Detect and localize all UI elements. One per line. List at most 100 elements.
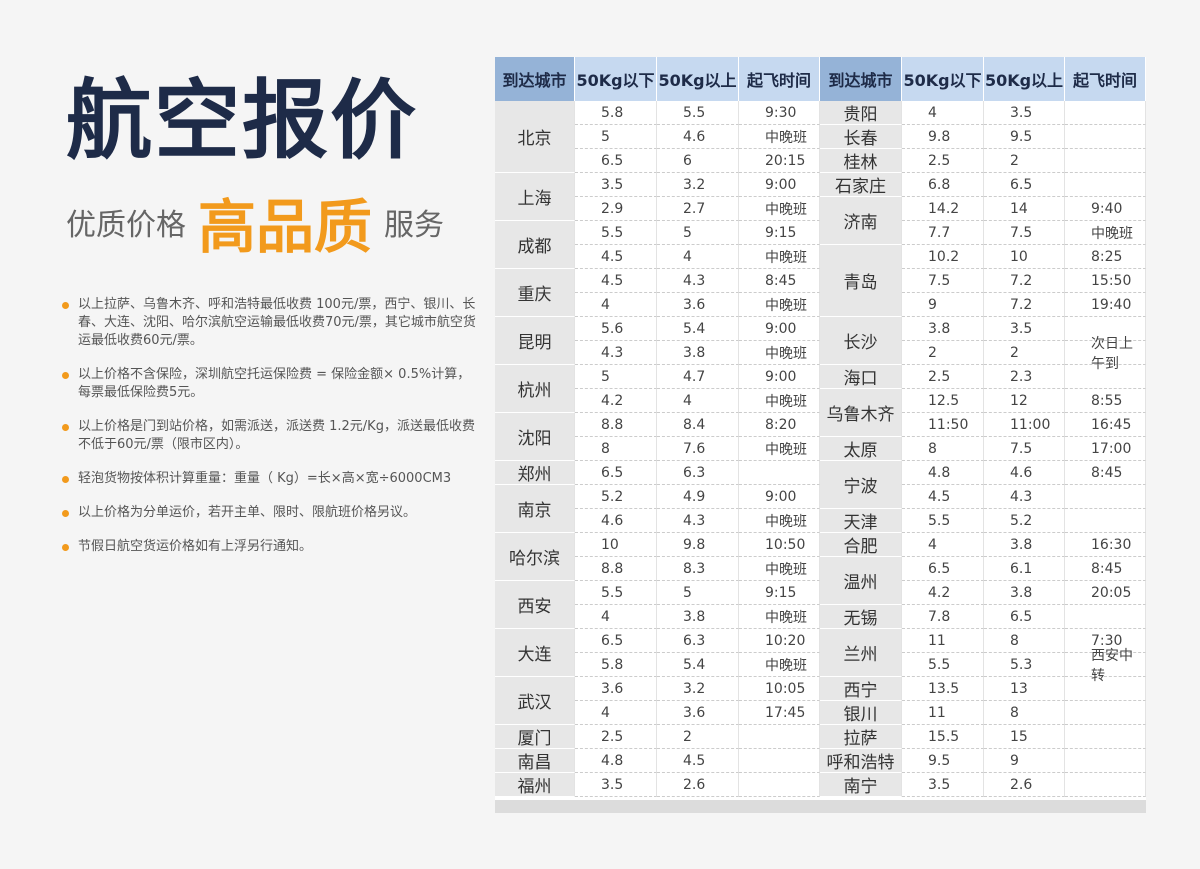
price-cell: 7.5 [984, 221, 1065, 245]
price-cell: 6.3 [657, 461, 739, 485]
price-cell: 9.5 [984, 125, 1065, 149]
price-cell: 2.9 [575, 197, 657, 221]
price-cell: 5.2 [984, 509, 1065, 533]
price-cell: 9:00 [739, 365, 820, 389]
price-cell: 4.5 [575, 245, 657, 269]
price-cell: 8:25 [1065, 245, 1146, 269]
price-cell: 5 [657, 221, 739, 245]
price-cell: 12.5 [902, 389, 984, 413]
city: 沈阳 [495, 413, 575, 461]
price-cell: 4.8 [575, 749, 657, 773]
price-cell: 10.2 [902, 245, 984, 269]
price-cell: 9 [902, 293, 984, 317]
price-cell: 9:00 [739, 485, 820, 509]
city: 呼和浩特 [820, 749, 902, 773]
empty-cell [1065, 725, 1146, 749]
price-cell: 中晚班 [739, 245, 820, 269]
price-table: 到达城市 50Kg以下 50Kg以上 起飞时间 到达城市 50Kg以下 50Kg以上 起飞时间… [495, 57, 1146, 813]
price-cell: 4 [575, 605, 657, 629]
price-cell: 4.2 [902, 581, 984, 605]
price-cell: 9.8 [657, 533, 739, 557]
empty-cell [1065, 773, 1146, 797]
empty-cell [1065, 317, 1146, 341]
city: 福州 [495, 773, 575, 797]
city: 济南 [820, 197, 902, 245]
column-header: 50Kg以下 [575, 57, 657, 101]
city: 哈尔滨 [495, 533, 575, 581]
price-cell: 16:45 [1065, 413, 1146, 437]
price-cell: 3.8 [657, 341, 739, 365]
price-cell: 6.5 [984, 605, 1065, 629]
city: 贵阳 [820, 101, 902, 125]
price-cell: 3.8 [657, 605, 739, 629]
price-cell: 16:30 [1065, 533, 1146, 557]
price-cell: 3.5 [575, 773, 657, 797]
city: 北京 [495, 101, 575, 173]
price-cell: 中晚班 [739, 557, 820, 581]
price-cell: 17:00 [1065, 437, 1146, 461]
city: 重庆 [495, 269, 575, 317]
column-header: 起飞时间 [739, 57, 820, 101]
price-cell: 7.6 [657, 437, 739, 461]
notes: 以上拉萨、乌鲁木齐、呼和浩特最低收费 100元/票，西宁、银川、长春、大连、沈阳… [62, 296, 482, 572]
price-cell: 4.3 [575, 341, 657, 365]
price-cell: 11 [902, 629, 984, 653]
empty-cell [1065, 173, 1146, 197]
price-cell: 6.5 [984, 173, 1065, 197]
price-cell: 6.5 [575, 149, 657, 173]
price-cell: 4 [902, 533, 984, 557]
price-cell: 19:40 [1065, 293, 1146, 317]
price-cell: 8:55 [1065, 389, 1146, 413]
note: 以上拉萨、乌鲁木齐、呼和浩特最低收费 100元/票，西宁、银川、长春、大连、沈阳… [62, 296, 482, 350]
city: 武汉 [495, 677, 575, 725]
price-cell: 4.8 [902, 461, 984, 485]
price-cell: 7.8 [902, 605, 984, 629]
empty-cell [1065, 749, 1146, 773]
price-cell: 2.7 [657, 197, 739, 221]
price-cell: 4.3 [984, 485, 1065, 509]
price-cell: 8 [984, 629, 1065, 653]
price-cell: 6 [657, 149, 739, 173]
city: 长春 [820, 125, 902, 149]
price-cell: 5.5 [657, 101, 739, 125]
column-header: 50Kg以上 [657, 57, 739, 101]
city: 石家庄 [820, 173, 902, 197]
city: 天津 [820, 509, 902, 533]
price-cell: 7.5 [984, 437, 1065, 461]
city: 大连 [495, 629, 575, 677]
price-cell: 2 [657, 725, 739, 749]
note: 以上价格是门到站价格，如需派送，派送费 1.2元/Kg，派送最低收费不低于60元… [62, 418, 482, 454]
slogan-highlight: 高品质 [198, 193, 373, 261]
price-cell: 10:50 [739, 533, 820, 557]
empty-cell [739, 749, 820, 773]
city: 银川 [820, 701, 902, 725]
price-cell: 中晚班 [739, 653, 820, 677]
price-cell: 6.5 [575, 461, 657, 485]
note: 以上价格为分单运价，若开主单、限时、限航班价格另议。 [62, 504, 482, 522]
city: 桂林 [820, 149, 902, 173]
price-cell: 5.6 [575, 317, 657, 341]
column-header: 到达城市 [820, 57, 902, 101]
price-cell: 12 [984, 389, 1065, 413]
slogan-text: 优质价格 [66, 208, 186, 243]
price-cell: 3.5 [902, 773, 984, 797]
price-cell: 中晚班 [739, 389, 820, 413]
note: 节假日航空货运价格如有上浮另行通知。 [62, 538, 482, 556]
empty-cell [1065, 701, 1146, 725]
price-cell: 9:15 [739, 221, 820, 245]
title: 航空报价 [66, 71, 418, 171]
price-cell: 2 [902, 341, 984, 365]
note: 以上价格不含保险，深圳航空托运保险费 = 保险金额× 0.5%计算，每票最低保险… [62, 366, 482, 402]
price-cell: 6.8 [902, 173, 984, 197]
city: 郑州 [495, 461, 575, 485]
price-cell: 次日上午到 [1065, 336, 1146, 372]
city: 南昌 [495, 749, 575, 773]
price-cell: 8:45 [1065, 461, 1146, 485]
city: 上海 [495, 173, 575, 221]
price-cell: 13.5 [902, 677, 984, 701]
empty-cell [1065, 125, 1146, 149]
price-cell: 20:15 [739, 149, 820, 173]
column-header: 起飞时间 [1065, 57, 1146, 101]
column-header: 50Kg以下 [902, 57, 984, 101]
price-cell: 14.2 [902, 197, 984, 221]
